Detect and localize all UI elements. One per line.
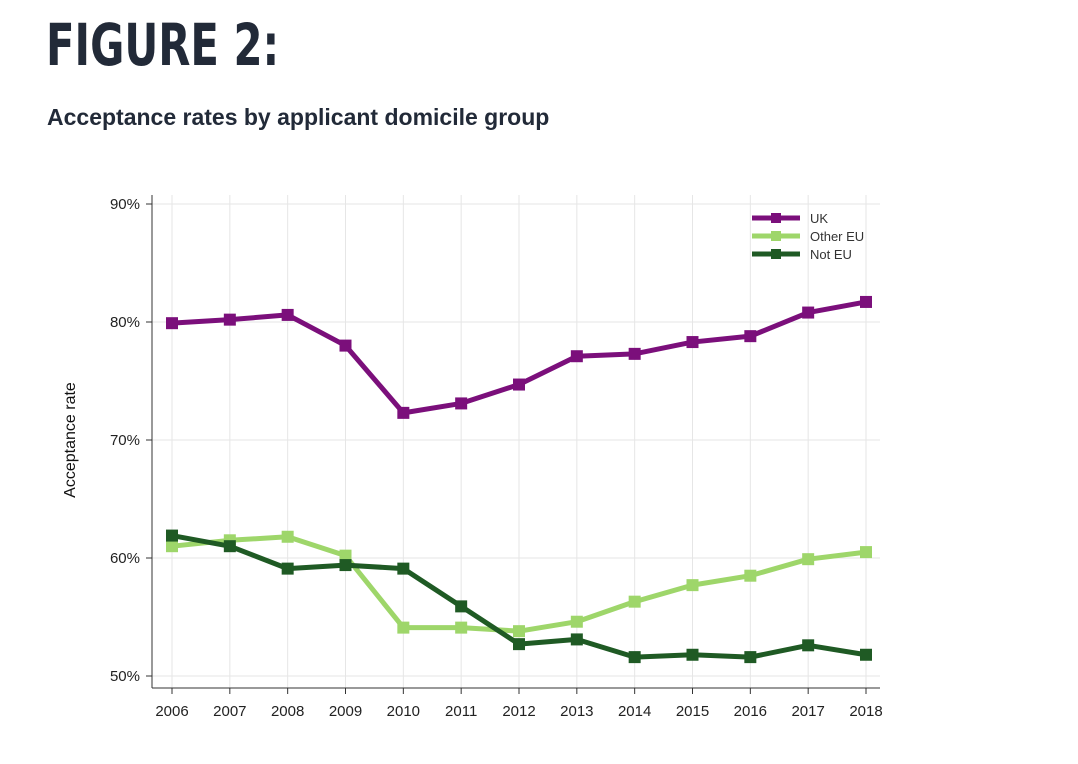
data-point-not-eu xyxy=(223,540,236,553)
legend-marker-uk xyxy=(771,213,781,223)
data-point-other-eu xyxy=(686,579,699,592)
x-tick-label: 2009 xyxy=(329,703,362,720)
data-point-not-eu xyxy=(397,562,410,575)
legend-label-uk: UK xyxy=(810,211,828,226)
legend-label-not-eu: Not EU xyxy=(810,247,852,262)
data-point-not-eu xyxy=(166,529,178,542)
y-axis-label: Acceptance rate xyxy=(62,382,79,498)
data-point-uk xyxy=(744,330,757,343)
x-tick-label: 2013 xyxy=(560,703,593,720)
data-point-not-eu xyxy=(802,639,815,652)
x-tick-label: 2016 xyxy=(734,703,767,720)
y-tick-label: 80% xyxy=(110,314,140,331)
x-tick-label: 2008 xyxy=(271,703,304,720)
data-point-uk xyxy=(397,406,410,419)
x-tick-label: 2012 xyxy=(502,703,535,720)
x-tick-label: 2011 xyxy=(445,703,477,720)
data-point-other-eu xyxy=(397,621,410,634)
x-tick-label: 2017 xyxy=(791,703,824,720)
data-point-not-eu xyxy=(628,651,641,664)
data-point-other-eu xyxy=(744,569,757,582)
x-tick-label: 2014 xyxy=(618,703,651,720)
data-point-not-eu xyxy=(860,648,872,661)
data-point-uk xyxy=(455,397,468,410)
data-point-uk xyxy=(223,313,236,326)
x-tick-label: 2018 xyxy=(849,703,882,720)
y-tick-label: 70% xyxy=(110,432,140,449)
chart-title: Acceptance rates by applicant domicile g… xyxy=(47,104,550,130)
axes: 50% 60% 70% 80% 90% 2006 2007 2008 2009 2010 2011 2… xyxy=(110,195,883,720)
data-point-other-eu xyxy=(455,621,468,634)
data-point-uk xyxy=(686,336,699,349)
data-point-not-eu xyxy=(513,638,525,651)
data-point-uk xyxy=(860,295,872,308)
x-tick-label: 2006 xyxy=(155,703,188,720)
data-point-not-eu xyxy=(744,651,757,664)
data-point-other-eu xyxy=(339,549,352,562)
legend-label-other-eu: Other EU xyxy=(810,229,864,244)
data-point-uk xyxy=(628,347,641,360)
data-point-uk xyxy=(339,339,352,352)
series-lines xyxy=(166,295,872,664)
x-tick-label: 2015 xyxy=(676,703,709,720)
data-point-not-eu xyxy=(455,600,468,613)
data-point-other-eu xyxy=(628,595,641,608)
data-point-other-eu xyxy=(802,553,815,566)
x-tick-label: 2010 xyxy=(387,703,420,720)
data-point-uk xyxy=(281,308,294,321)
x-tick-label: 2007 xyxy=(213,703,246,720)
figure-heading: FIGURE 2: xyxy=(46,11,280,79)
data-point-not-eu xyxy=(686,648,699,661)
data-point-not-eu xyxy=(339,559,352,572)
data-point-uk xyxy=(570,350,583,363)
data-point-uk xyxy=(802,306,815,319)
y-tick-label: 90% xyxy=(110,196,140,213)
data-point-not-eu xyxy=(570,633,583,646)
grid xyxy=(152,195,880,688)
legend-marker-other-eu xyxy=(771,231,781,241)
y-tick-label: 60% xyxy=(110,550,140,567)
data-point-other-eu xyxy=(860,546,872,559)
data-point-other-eu xyxy=(513,625,525,638)
data-point-other-eu xyxy=(166,540,178,553)
data-point-uk xyxy=(513,378,525,391)
y-tick-label: 50% xyxy=(110,668,140,685)
data-point-uk xyxy=(166,317,178,330)
data-point-other-eu xyxy=(281,530,294,543)
legend: UK Other EU Not EU xyxy=(752,211,864,262)
legend-marker-not-eu xyxy=(771,249,781,259)
data-point-other-eu xyxy=(570,615,583,628)
data-point-not-eu xyxy=(281,562,294,575)
